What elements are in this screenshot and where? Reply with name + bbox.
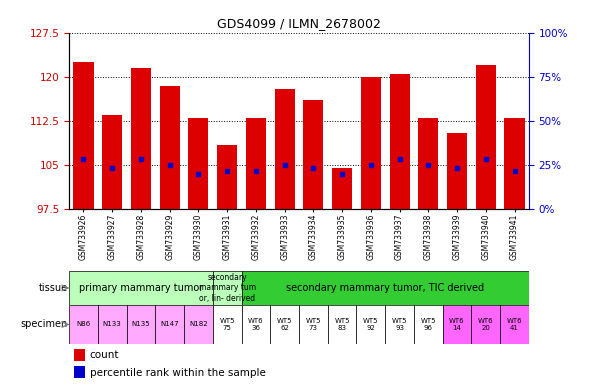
Bar [188,118,209,209]
Text: N147: N147 [160,321,179,328]
Text: specimen: specimen [20,319,68,329]
Bar [304,100,323,209]
Bar [328,305,356,344]
Bar [213,305,242,344]
Bar [74,366,85,379]
Bar [246,118,266,209]
Text: WT6
14: WT6 14 [449,318,465,331]
Text: N135: N135 [132,321,150,328]
Bar [500,305,529,344]
Text: WT6
20: WT6 20 [478,318,493,331]
Text: primary mammary tumor: primary mammary tumor [79,283,203,293]
Bar [184,305,213,344]
Bar [414,305,443,344]
Text: N182: N182 [189,321,208,328]
Text: WT5
96: WT5 96 [421,318,436,331]
Bar [471,305,500,344]
Text: percentile rank within the sample: percentile rank within the sample [90,367,266,377]
Text: WT6
41: WT6 41 [507,318,522,331]
Bar [356,305,385,344]
Text: WT5
92: WT5 92 [363,318,379,331]
Text: WT6
36: WT6 36 [248,318,264,331]
Bar [447,133,467,209]
Text: WT5
62: WT5 62 [277,318,292,331]
Bar [504,118,525,209]
Bar [213,271,242,305]
Bar [242,271,529,305]
Bar [217,144,237,209]
Bar [74,349,85,361]
Bar [443,305,471,344]
Bar [389,74,410,209]
Bar [98,305,127,344]
Text: WT5
75: WT5 75 [219,318,235,331]
Bar [69,271,213,305]
Text: N133: N133 [103,321,121,328]
Bar [242,305,270,344]
Text: WT5
93: WT5 93 [392,318,407,331]
Bar [73,62,94,209]
Text: WT5
73: WT5 73 [306,318,321,331]
Text: secondary mammary tumor, TIC derived: secondary mammary tumor, TIC derived [286,283,484,293]
Text: count: count [90,350,120,360]
Text: secondary
mammary tum
or, lin- derived: secondary mammary tum or, lin- derived [198,273,255,303]
Bar [275,89,294,209]
Bar [131,68,151,209]
Text: WT5
83: WT5 83 [334,318,350,331]
Bar [361,77,381,209]
Text: tissue: tissue [38,283,68,293]
Bar [102,115,122,209]
Bar [385,305,414,344]
Bar [69,305,98,344]
Bar [418,118,438,209]
Bar [332,168,352,209]
Bar [155,305,184,344]
Text: N86: N86 [76,321,91,328]
Bar [299,305,328,344]
Bar [270,305,299,344]
Title: GDS4099 / ILMN_2678002: GDS4099 / ILMN_2678002 [217,17,381,30]
Bar [476,65,496,209]
Bar [160,86,180,209]
Bar [127,305,155,344]
